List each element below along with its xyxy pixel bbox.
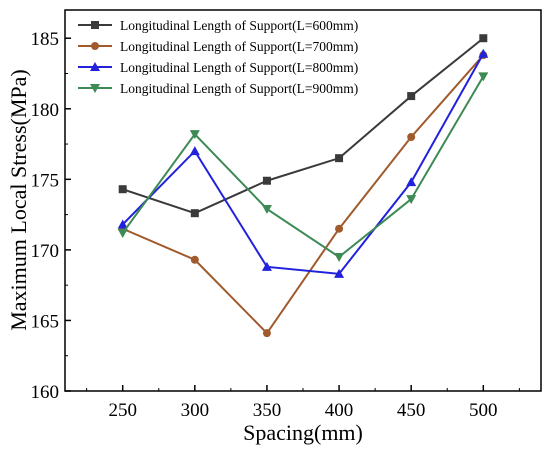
legend-item: Longitudinal Length of Support(L=700mm): [78, 39, 358, 54]
y-tick-label: 165: [31, 311, 60, 332]
y-axis-label: Maximum Local Stress(MPa): [6, 69, 31, 331]
data-point: [262, 176, 271, 185]
series-line: [122, 37, 484, 215]
data-point: [190, 209, 199, 218]
data-point: [118, 185, 127, 194]
legend-swatch-marker: [90, 84, 100, 93]
y-axis: 160 165 170 175 180 185: [31, 29, 71, 403]
x-axis: 250 300 350 400 450 500: [86, 385, 520, 421]
series-3: [117, 48, 489, 278]
data-point: [334, 268, 345, 278]
data-point: [478, 48, 489, 58]
legend: Longitudinal Length of Support(L=600mm) L…: [78, 18, 358, 96]
y-tick-label: 170: [31, 241, 60, 262]
legend-swatch-marker: [90, 62, 100, 71]
data-point: [335, 154, 344, 163]
data-point: [479, 34, 488, 43]
x-tick-label: 300: [181, 400, 210, 421]
legend-item: Longitudinal Length of Support(L=800mm): [78, 60, 358, 75]
data-point: [407, 92, 416, 101]
data-point: [189, 146, 200, 156]
data-point: [117, 228, 128, 238]
y-tick-label: 175: [31, 170, 60, 191]
data-point: [190, 255, 199, 264]
data-point: [334, 252, 345, 262]
x-tick-label: 250: [108, 400, 137, 421]
data-point: [189, 130, 200, 140]
series-1: [118, 34, 488, 218]
series-4: [117, 72, 489, 262]
x-tick-label: 400: [325, 400, 354, 421]
legend-swatch-marker: [91, 42, 99, 50]
legend-label: Longitudinal Length of Support(L=700mm): [120, 39, 358, 54]
data-point: [261, 204, 272, 214]
legend-label: Longitudinal Length of Support(L=900mm): [120, 81, 358, 96]
data-point: [117, 219, 128, 229]
legend-item: Longitudinal Length of Support(L=600mm): [78, 18, 358, 33]
data-point: [261, 261, 272, 271]
series-line: [121, 53, 485, 275]
data-point: [262, 329, 271, 338]
legend-label: Longitudinal Length of Support(L=800mm): [120, 60, 358, 75]
x-tick-label: 500: [469, 400, 498, 421]
y-tick-label: 185: [31, 29, 60, 50]
series-line: [122, 54, 485, 335]
y-tick-label: 180: [31, 100, 60, 121]
x-tick-label: 350: [253, 400, 282, 421]
legend-item: Longitudinal Length of Support(L=900mm): [78, 81, 358, 96]
data-point: [407, 133, 416, 141]
x-tick-label: 450: [397, 400, 426, 421]
legend-label: Longitudinal Length of Support(L=600mm): [120, 18, 358, 33]
data-point: [335, 224, 344, 233]
legend-swatch-marker: [91, 21, 99, 29]
x-axis-label: Spacing(mm): [243, 420, 363, 445]
series-line: [121, 75, 485, 259]
data-point: [478, 72, 489, 82]
data-point: [406, 195, 417, 205]
series-layer: [117, 34, 489, 338]
data-point: [406, 177, 417, 187]
y-tick-label: 160: [31, 382, 60, 403]
